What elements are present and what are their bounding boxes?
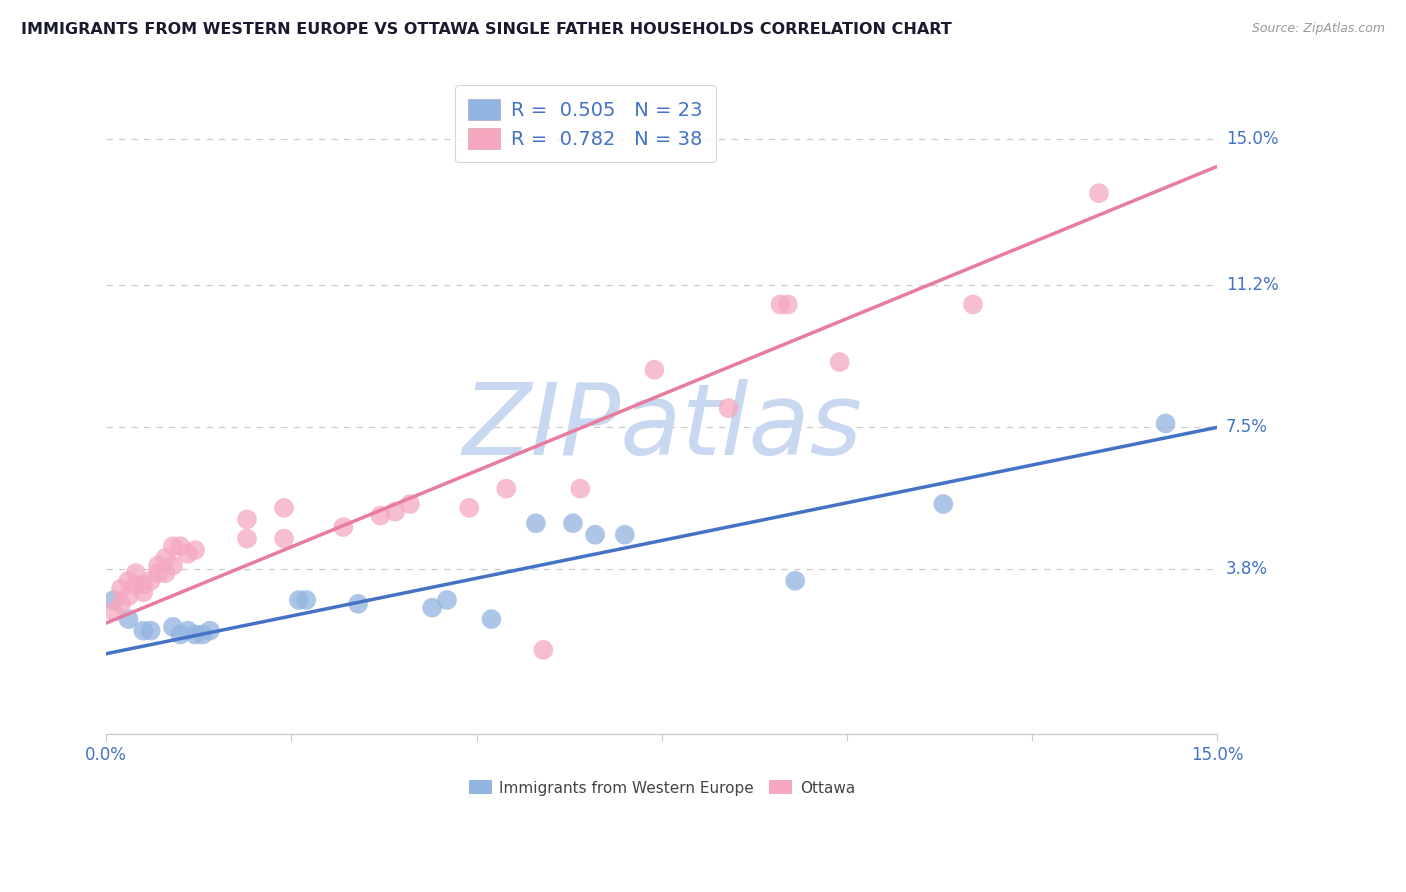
Point — [332, 520, 354, 534]
Point — [191, 627, 214, 641]
Point — [583, 527, 606, 541]
Point — [717, 401, 740, 416]
Text: ZIPatlas: ZIPatlas — [463, 379, 862, 476]
Point — [776, 297, 799, 311]
Point — [177, 624, 200, 638]
Point — [198, 624, 221, 638]
Point — [132, 577, 155, 591]
Point — [273, 532, 295, 546]
Point — [495, 482, 517, 496]
Point — [347, 597, 370, 611]
Text: Source: ZipAtlas.com: Source: ZipAtlas.com — [1251, 22, 1385, 36]
Point — [643, 362, 665, 376]
Point — [139, 624, 162, 638]
Point — [481, 612, 503, 626]
Point — [117, 574, 139, 588]
Point — [162, 620, 184, 634]
Point — [169, 539, 191, 553]
Point — [236, 512, 259, 526]
Point — [524, 516, 547, 531]
Point — [295, 593, 318, 607]
Point — [117, 589, 139, 603]
Point — [531, 643, 554, 657]
Point — [769, 297, 792, 311]
Point — [103, 593, 125, 607]
Text: 15.0%: 15.0% — [1226, 130, 1278, 148]
Point — [184, 627, 207, 641]
Point — [399, 497, 422, 511]
Text: 3.8%: 3.8% — [1226, 560, 1268, 578]
Legend: Immigrants from Western Europe, Ottawa: Immigrants from Western Europe, Ottawa — [463, 774, 860, 802]
Point — [184, 543, 207, 558]
Text: 7.5%: 7.5% — [1226, 418, 1268, 436]
Point — [125, 577, 148, 591]
Point — [436, 593, 458, 607]
Point — [420, 600, 443, 615]
Point — [162, 558, 184, 573]
Point — [146, 566, 169, 581]
Point — [561, 516, 583, 531]
Point — [125, 566, 148, 581]
Point — [613, 527, 636, 541]
Point — [828, 355, 851, 369]
Point — [162, 539, 184, 553]
Point — [370, 508, 392, 523]
Text: IMMIGRANTS FROM WESTERN EUROPE VS OTTAWA SINGLE FATHER HOUSEHOLDS CORRELATION CH: IMMIGRANTS FROM WESTERN EUROPE VS OTTAWA… — [21, 22, 952, 37]
Point — [932, 497, 955, 511]
Point — [132, 585, 155, 599]
Point — [273, 500, 295, 515]
Point — [146, 558, 169, 573]
Point — [1154, 417, 1177, 431]
Point — [236, 532, 259, 546]
Point — [288, 593, 311, 607]
Point — [384, 505, 406, 519]
Text: 11.2%: 11.2% — [1226, 277, 1278, 294]
Point — [110, 597, 132, 611]
Point — [155, 566, 177, 581]
Point — [785, 574, 807, 588]
Point — [132, 624, 155, 638]
Point — [1088, 186, 1111, 201]
Point — [169, 627, 191, 641]
Point — [139, 574, 162, 588]
Point — [110, 582, 132, 596]
Point — [177, 547, 200, 561]
Point — [458, 500, 481, 515]
Point — [117, 612, 139, 626]
Point — [962, 297, 984, 311]
Point — [569, 482, 592, 496]
Point — [103, 605, 125, 619]
Point — [155, 550, 177, 565]
